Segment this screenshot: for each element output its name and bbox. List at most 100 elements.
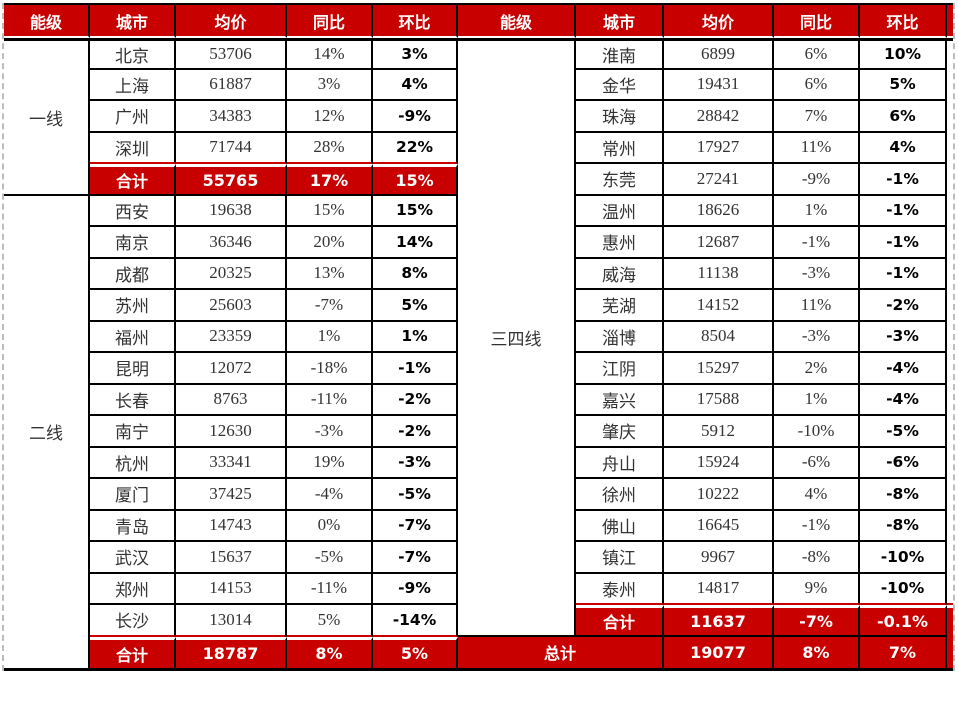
mom-cell: -6% xyxy=(860,447,947,479)
avg-price-cell: 10222 xyxy=(664,479,774,511)
avg-price-cell: 15924 xyxy=(664,447,774,479)
mom-cell: 14% xyxy=(373,227,458,259)
table-row: 苏州 25603 -7% 5% 芜湖 14152 11% -2% xyxy=(4,290,953,322)
yoy-cell: 28% xyxy=(287,132,373,164)
city-cell: 镇江 xyxy=(576,542,664,574)
yoy-cell: -10% xyxy=(774,416,860,448)
yoy-cell: 6% xyxy=(774,69,860,101)
edge-filler xyxy=(947,479,953,511)
avg-price-cell: 13014 xyxy=(176,605,287,637)
mom-cell: -2% xyxy=(373,416,458,448)
table-row: 成都 20325 13% 8% 威海 11138 -3% -1% xyxy=(4,258,953,290)
table-row: 一线 北京 53706 14% 3% 三四线 淮南 6899 6% 10% xyxy=(4,38,953,637)
edge-filler xyxy=(947,5,953,38)
yoy-cell: 11% xyxy=(774,290,860,322)
grand-total-value-cell: 19077 xyxy=(664,636,774,668)
yoy-cell: -1% xyxy=(774,510,860,542)
mom-cell: -14% xyxy=(373,605,458,637)
mom-cell: -8% xyxy=(860,479,947,511)
city-cell: 徐州 xyxy=(576,479,664,511)
table-row: 南宁 12630 -3% -2% 肇庆 5912 -10% -5% xyxy=(4,416,953,448)
city-cell: 南京 xyxy=(90,227,176,259)
mom-cell: -1% xyxy=(860,258,947,290)
city-cell: 常州 xyxy=(576,132,664,164)
avg-price-cell: 27241 xyxy=(664,164,774,196)
avg-price-cell: 53706 xyxy=(176,38,287,70)
table-row: 二线 西安 19638 15% 15% 温州 18626 1% -1% xyxy=(4,195,953,668)
mom-cell: 8% xyxy=(373,258,458,290)
city-cell: 厦门 xyxy=(90,479,176,511)
edge-filler xyxy=(947,573,953,605)
avg-price-cell: 28842 xyxy=(664,101,774,133)
avg-price-cell: 8504 xyxy=(664,321,774,353)
yoy-cell: -6% xyxy=(774,447,860,479)
yoy-cell: 20% xyxy=(287,227,373,259)
avg-price-cell: 19431 xyxy=(664,69,774,101)
city-cell: 肇庆 xyxy=(576,416,664,448)
edge-filler xyxy=(947,542,953,574)
tier-cell: 二线 xyxy=(4,195,90,668)
yoy-cell: 3% xyxy=(287,69,373,101)
yoy-cell: 7% xyxy=(774,101,860,133)
avg-price-cell: 14152 xyxy=(664,290,774,322)
table-row: 青岛 14743 0% -7% 佛山 16645 -1% -8% xyxy=(4,510,953,542)
yoy-cell: 1% xyxy=(774,195,860,227)
city-cell: 杭州 xyxy=(90,447,176,479)
avg-price-cell: 14153 xyxy=(176,573,287,605)
city-cell: 长春 xyxy=(90,384,176,416)
edge-filler xyxy=(947,258,953,290)
mom-cell: -7% xyxy=(373,510,458,542)
city-cell: 珠海 xyxy=(576,101,664,133)
subtotal-value-cell: -7% xyxy=(774,605,860,637)
mom-cell: -10% xyxy=(860,573,947,605)
yoy-cell: 14% xyxy=(287,38,373,70)
city-cell: 西安 xyxy=(90,195,176,227)
table-row: 合计 55765 17% 15% 东莞 27241 -9% -1% xyxy=(4,164,953,196)
col-header-yoy: 同比 xyxy=(774,5,860,38)
edge-filler xyxy=(947,353,953,385)
mom-cell: -1% xyxy=(373,353,458,385)
col-header-mom: 环比 xyxy=(860,5,947,38)
table-body: 一线 北京 53706 14% 3% 三四线 淮南 6899 6% 10% 上海 61887 3% 4% 金… xyxy=(4,38,953,668)
table-row: 深圳 71744 28% 22% 常州 17927 11% 4% xyxy=(4,132,953,164)
mom-cell: -2% xyxy=(373,384,458,416)
table-row: 武汉 15637 -5% -7% 镇江 9967 -8% -10% xyxy=(4,542,953,574)
city-cell: 上海 xyxy=(90,69,176,101)
mom-cell: -5% xyxy=(373,479,458,511)
edge-filler xyxy=(947,321,953,353)
yoy-cell: 0% xyxy=(287,510,373,542)
edge-filler xyxy=(947,510,953,542)
edge-filler xyxy=(947,38,953,70)
col-header-avg-price: 均价 xyxy=(664,5,774,38)
edge-filler xyxy=(947,384,953,416)
subtotal-value-cell: 8% xyxy=(287,636,373,668)
mom-cell: 10% xyxy=(860,38,947,70)
subtotal-value-cell: 17% xyxy=(287,164,373,196)
yoy-cell: -7% xyxy=(287,290,373,322)
mom-cell: 3% xyxy=(373,38,458,70)
city-cell: 惠州 xyxy=(576,227,664,259)
tier-cell: 一线 xyxy=(4,38,90,196)
mom-cell: -10% xyxy=(860,542,947,574)
subtotal-value-cell: -0.1% xyxy=(860,605,947,637)
col-header-tier: 能级 xyxy=(4,5,90,38)
subtotal-label-cell: 合计 xyxy=(90,164,176,196)
city-cell: 温州 xyxy=(576,195,664,227)
city-cell: 威海 xyxy=(576,258,664,290)
avg-price-cell: 12630 xyxy=(176,416,287,448)
subtotal-value-cell: 18787 xyxy=(176,636,287,668)
yoy-cell: -3% xyxy=(774,258,860,290)
edge-filler xyxy=(947,227,953,259)
mom-cell: 22% xyxy=(373,132,458,164)
mom-cell: -1% xyxy=(860,227,947,259)
city-cell: 福州 xyxy=(90,321,176,353)
yoy-cell: 5% xyxy=(287,605,373,637)
avg-price-cell: 12687 xyxy=(664,227,774,259)
grand-total-label-cell: 总计 xyxy=(458,636,664,668)
mom-cell: -9% xyxy=(373,573,458,605)
avg-price-cell: 23359 xyxy=(176,321,287,353)
city-cell: 青岛 xyxy=(90,510,176,542)
mom-cell: 1% xyxy=(373,321,458,353)
avg-price-cell: 18626 xyxy=(664,195,774,227)
avg-price-cell: 71744 xyxy=(176,132,287,164)
